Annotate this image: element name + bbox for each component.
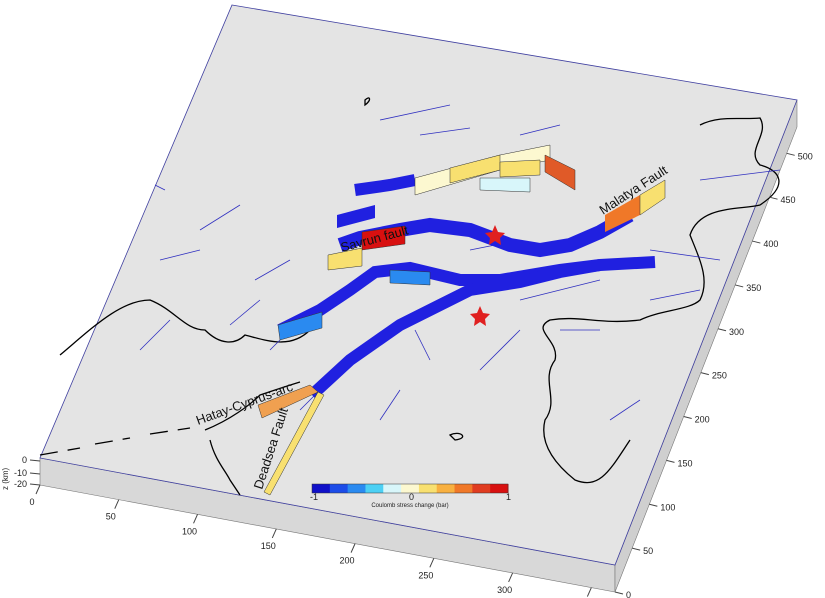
y-tick-label: 0 <box>626 590 631 598</box>
colorbar-swatch <box>472 484 491 493</box>
colorbar-swatch <box>383 484 402 493</box>
colorbar-swatch <box>401 484 420 493</box>
z-tick: 0 <box>22 455 27 465</box>
z-tick: -20 <box>14 479 27 489</box>
x-tick-label: 250 <box>418 570 433 580</box>
x-tick-mark <box>508 572 514 583</box>
coastlines <box>39 97 780 496</box>
x-tick-mark <box>114 499 120 509</box>
x-tick-label: 200 <box>340 556 355 566</box>
y-tick-mark <box>632 547 641 551</box>
fault-segment-red-east <box>544 154 576 191</box>
epicenter-star-icon <box>485 225 505 245</box>
y-tick-label: 50 <box>643 546 653 556</box>
y-tick-mark <box>752 240 761 244</box>
fault-segment-east-yellow <box>499 159 541 178</box>
x-tick-label: 300 <box>497 585 512 595</box>
z-tick: -10 <box>14 468 27 478</box>
colorbar-tick: -1 <box>310 492 318 502</box>
fault-east-anatolian <box>307 259 602 400</box>
colorbar-swatch <box>365 484 384 493</box>
colorbar-swatch <box>490 484 509 493</box>
colorbar-tick: 1 <box>506 492 511 502</box>
colorbar-swatch <box>329 484 349 493</box>
colorbar-swatch <box>312 484 331 493</box>
y-tick-mark <box>614 591 624 595</box>
x-tick-label: 50 <box>106 512 116 522</box>
x-tick-label: 100 <box>182 526 197 536</box>
fault-segment-malatya-yellow <box>639 179 666 216</box>
y-tick-mark <box>666 459 675 463</box>
y-tick-label: 150 <box>678 458 693 468</box>
y-tick-label: 250 <box>712 371 727 381</box>
fault-segment-malatya-orange <box>605 195 640 232</box>
map-plane <box>39 4 798 566</box>
y-tick-label: 350 <box>746 283 761 293</box>
y-tick-label: 500 <box>798 151 813 161</box>
x-tick-mark <box>193 514 198 524</box>
colorbar <box>311 483 509 494</box>
z-axis-label: z (km) <box>1 467 10 490</box>
x-tick-mark <box>35 484 41 495</box>
fault-segment-savrun-yellow <box>327 247 363 271</box>
x-tick-label: 150 <box>261 541 276 551</box>
x-tick-label: 0 <box>29 497 34 507</box>
y-tick-mark <box>769 196 778 200</box>
colorbar-swatch <box>418 484 438 493</box>
colorbar-swatch <box>347 484 366 493</box>
colorbar-label: Coulomb stress change (bar) <box>371 503 448 509</box>
x-tick-mark <box>586 587 592 597</box>
fault-segment-blue-small <box>337 205 375 228</box>
fault-north-segments <box>354 174 417 196</box>
y-tick-mark <box>683 416 692 420</box>
z-axis: 0 -10 -20 z (km) <box>1 455 41 490</box>
y-axis: 0 50 100 150 200 250 300 350 400 450 500 <box>614 151 813 598</box>
y-tick-label: 400 <box>763 239 778 249</box>
x-tick-mark <box>350 543 356 553</box>
faults <box>257 144 666 496</box>
colorbar-tick: 0 <box>409 492 414 502</box>
colorbar-swatch <box>454 484 473 493</box>
y-tick-mark <box>786 152 795 156</box>
y-tick-label: 300 <box>729 327 744 337</box>
y-tick-label: 200 <box>695 415 710 425</box>
fault-segment-cyan <box>479 177 531 193</box>
y-tick-label: 100 <box>660 502 675 512</box>
colorbar-swatch <box>436 484 456 493</box>
y-tick-mark <box>649 503 658 507</box>
epicenter-star-icon <box>470 306 490 326</box>
y-tick-mark <box>717 328 727 332</box>
fault-segment-savrun-red <box>361 225 406 251</box>
y-tick-label: 450 <box>781 195 796 205</box>
x-tick-mark <box>429 558 435 568</box>
y-tick-mark <box>735 284 744 288</box>
fault-segment-deadsea-yellow <box>263 391 325 496</box>
colorbar-frame <box>311 483 509 494</box>
x-tick-mark <box>271 528 277 539</box>
fault-segment-lightblue-west <box>277 311 323 341</box>
y-tick-mark <box>700 372 709 376</box>
fault-segment-lightblue-mid <box>389 269 431 286</box>
